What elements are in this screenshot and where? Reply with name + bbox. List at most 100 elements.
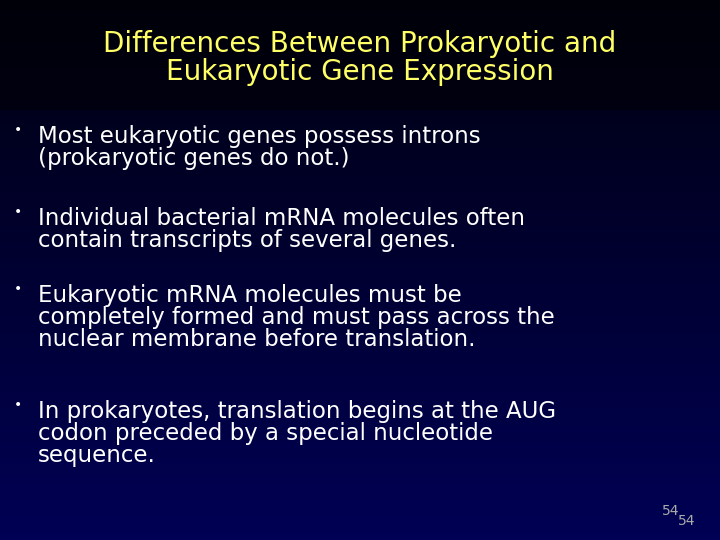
Bar xyxy=(0,4,720,11)
Bar xyxy=(0,490,720,497)
Bar xyxy=(0,172,720,178)
Text: •: • xyxy=(14,282,22,296)
Text: 54: 54 xyxy=(662,504,680,518)
Text: nuclear membrane before translation.: nuclear membrane before translation. xyxy=(38,328,475,351)
Bar xyxy=(0,447,720,454)
Bar xyxy=(0,355,720,362)
Bar xyxy=(0,48,720,54)
Bar xyxy=(0,377,720,383)
Bar xyxy=(0,496,720,502)
Bar xyxy=(0,474,720,481)
Bar xyxy=(0,350,720,356)
Bar xyxy=(0,37,720,43)
Text: •: • xyxy=(14,205,22,219)
Bar xyxy=(0,296,720,302)
Bar xyxy=(0,96,720,103)
Bar xyxy=(0,442,720,448)
Bar xyxy=(0,166,720,173)
Bar xyxy=(0,507,720,513)
Bar xyxy=(0,463,720,470)
Bar xyxy=(0,247,720,254)
Text: Eukaryotic mRNA molecules must be: Eukaryotic mRNA molecules must be xyxy=(38,284,462,307)
Bar xyxy=(0,280,720,286)
Text: Individual bacterial mRNA molecules often: Individual bacterial mRNA molecules ofte… xyxy=(38,207,525,230)
Bar xyxy=(0,361,720,367)
Bar xyxy=(0,242,720,248)
Bar xyxy=(0,399,720,405)
Bar xyxy=(0,485,720,491)
Bar xyxy=(0,226,720,232)
Bar xyxy=(0,193,720,200)
Text: contain transcripts of several genes.: contain transcripts of several genes. xyxy=(38,229,456,252)
Bar xyxy=(0,26,720,32)
Bar xyxy=(0,258,720,265)
Bar xyxy=(0,69,720,76)
Bar xyxy=(0,388,720,394)
Bar xyxy=(0,512,720,518)
Bar xyxy=(0,145,720,151)
Bar xyxy=(0,318,720,324)
Bar xyxy=(0,307,720,313)
Bar xyxy=(0,253,720,259)
Bar xyxy=(0,458,720,464)
Bar xyxy=(0,129,720,135)
Bar xyxy=(0,469,720,475)
Bar xyxy=(0,415,720,421)
Bar xyxy=(0,215,720,221)
Bar xyxy=(0,0,720,110)
Bar xyxy=(0,517,720,524)
Text: Most eukaryotic genes possess introns: Most eukaryotic genes possess introns xyxy=(38,125,481,148)
Text: (prokaryotic genes do not.): (prokaryotic genes do not.) xyxy=(38,147,349,170)
Bar xyxy=(0,75,720,81)
Bar xyxy=(0,10,720,16)
Bar xyxy=(0,91,720,97)
Bar xyxy=(0,31,720,38)
Bar xyxy=(0,528,720,535)
Bar xyxy=(0,426,720,432)
Bar xyxy=(0,404,720,410)
Bar xyxy=(0,237,720,243)
Bar xyxy=(0,501,720,508)
Bar xyxy=(0,42,720,49)
Text: Differences Between Prokaryotic and: Differences Between Prokaryotic and xyxy=(104,30,616,58)
Bar xyxy=(0,177,720,184)
Text: •: • xyxy=(14,398,22,412)
Bar xyxy=(0,323,720,329)
Bar xyxy=(0,264,720,270)
Bar xyxy=(0,102,720,108)
Bar xyxy=(0,285,720,292)
Bar xyxy=(0,220,720,227)
Bar xyxy=(0,0,720,5)
Bar xyxy=(0,58,720,65)
Text: •: • xyxy=(14,123,22,137)
Bar xyxy=(0,480,720,486)
Bar xyxy=(0,453,720,459)
Text: 54: 54 xyxy=(678,514,696,528)
Bar xyxy=(0,436,720,443)
Bar xyxy=(0,21,720,27)
Text: Eukaryotic Gene Expression: Eukaryotic Gene Expression xyxy=(166,58,554,86)
Bar xyxy=(0,53,720,59)
Bar xyxy=(0,85,720,92)
Bar xyxy=(0,80,720,86)
Text: codon preceded by a special nucleotide: codon preceded by a special nucleotide xyxy=(38,422,493,445)
Bar xyxy=(0,156,720,162)
Bar xyxy=(0,231,720,238)
Bar xyxy=(0,366,720,373)
Bar xyxy=(0,339,720,346)
Bar xyxy=(0,123,720,130)
Bar xyxy=(0,204,720,211)
Bar xyxy=(0,328,720,335)
Bar xyxy=(0,291,720,297)
Bar xyxy=(0,409,720,416)
Text: sequence.: sequence. xyxy=(38,444,156,467)
Bar xyxy=(0,534,720,540)
Bar xyxy=(0,139,720,146)
Bar xyxy=(0,274,720,281)
Bar xyxy=(0,345,720,351)
Bar xyxy=(0,150,720,157)
Bar xyxy=(0,183,720,189)
Bar xyxy=(0,107,720,113)
Text: completely formed and must pass across the: completely formed and must pass across t… xyxy=(38,306,554,329)
Bar xyxy=(0,420,720,427)
